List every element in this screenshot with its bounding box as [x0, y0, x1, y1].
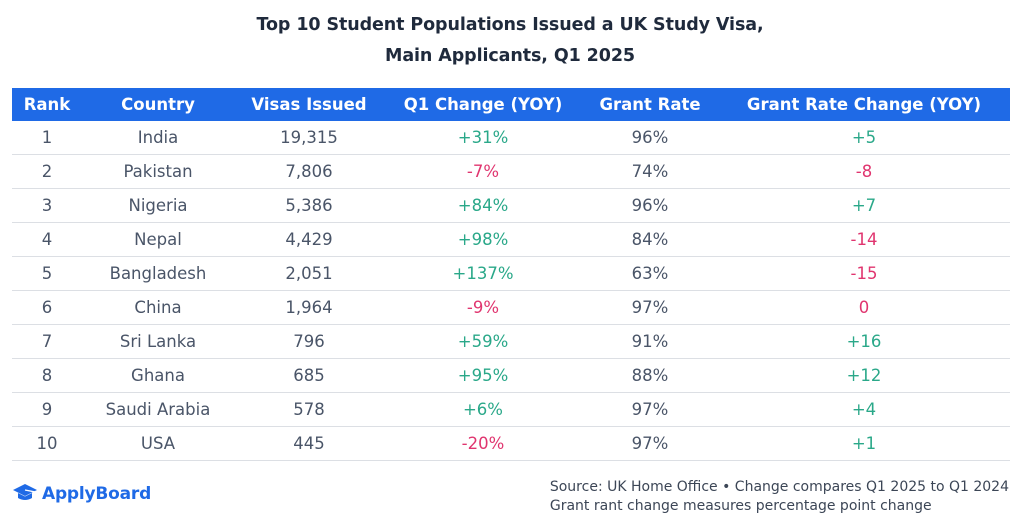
country-cell: Nepal — [82, 222, 234, 257]
visas-issued-cell: 5,386 — [234, 188, 384, 223]
q1-change-cell: +137% — [384, 256, 582, 291]
rank-cell: 8 — [12, 358, 82, 393]
q1-change-cell: -9% — [384, 290, 582, 325]
grant-rate-change-cell: +16 — [718, 324, 1010, 359]
country-cell: Pakistan — [82, 154, 234, 189]
chart-title-line-2: Main Applicants, Q1 2025 — [385, 46, 635, 66]
rank-cell: 1 — [12, 121, 82, 155]
source-line-1: Source: UK Home Office • Change compares… — [549, 479, 1009, 495]
grant-rate-cell: 74% — [582, 154, 718, 189]
table-row: 5 Bangladesh 2,051 +137% 63% -15 — [12, 256, 1010, 291]
grant-rate-cell: 88% — [582, 358, 718, 393]
grant-rate-cell: 84% — [582, 222, 718, 257]
visa-table: Rank Country Visas Issued Q1 Change (YOY… — [12, 88, 1010, 461]
table-row: 4 Nepal 4,429 +98% 84% -14 — [12, 222, 1010, 257]
grant-rate-cell: 96% — [582, 121, 718, 155]
grant-rate-cell: 96% — [582, 188, 718, 223]
grant-rate-cell: 91% — [582, 324, 718, 359]
q1-change-cell: +84% — [384, 188, 582, 223]
country-cell: Ghana — [82, 358, 234, 393]
country-cell: China — [82, 290, 234, 325]
visas-issued-cell: 7,806 — [234, 154, 384, 189]
q1-change-cell: +31% — [384, 121, 582, 155]
chart-title-line-1: Top 10 Student Populations Issued a UK S… — [256, 15, 764, 35]
visas-issued-cell: 685 — [234, 358, 384, 393]
q1-change-cell: +59% — [384, 324, 582, 359]
country-cell: Saudi Arabia — [82, 392, 234, 427]
visas-issued-cell: 796 — [234, 324, 384, 359]
header-country: Country — [82, 88, 234, 121]
visas-issued-cell: 578 — [234, 392, 384, 427]
rank-cell: 9 — [12, 392, 82, 427]
table-row: 7 Sri Lanka 796 +59% 91% +16 — [12, 324, 1010, 359]
grant-rate-change-cell: -15 — [718, 256, 1010, 291]
country-cell: India — [82, 121, 234, 155]
rank-cell: 3 — [12, 188, 82, 223]
table-row: 3 Nigeria 5,386 +84% 96% +7 — [12, 188, 1010, 223]
country-cell: USA — [82, 426, 234, 461]
q1-change-cell: +98% — [384, 222, 582, 257]
visas-issued-cell: 445 — [234, 426, 384, 461]
q1-change-cell: -7% — [384, 154, 582, 189]
grant-rate-cell: 63% — [582, 256, 718, 291]
table-row: 1 India 19,315 +31% 96% +5 — [12, 121, 1010, 155]
country-cell: Sri Lanka — [82, 324, 234, 359]
table-row: 6 China 1,964 -9% 97% 0 — [12, 290, 1010, 325]
q1-change-cell: +6% — [384, 392, 582, 427]
visas-issued-cell: 4,429 — [234, 222, 384, 257]
grant-rate-cell: 97% — [582, 426, 718, 461]
applyboard-logo: ApplyBoard — [12, 481, 151, 507]
header-visas-issued: Visas Issued — [234, 88, 384, 121]
grant-rate-change-cell: +5 — [718, 121, 1010, 155]
visas-issued-cell: 19,315 — [234, 121, 384, 155]
visas-issued-cell: 2,051 — [234, 256, 384, 291]
rank-cell: 6 — [12, 290, 82, 325]
rank-cell: 2 — [12, 154, 82, 189]
q1-change-cell: +95% — [384, 358, 582, 393]
country-cell: Nigeria — [82, 188, 234, 223]
header-grant-rate: Grant Rate — [582, 88, 718, 121]
visas-issued-cell: 1,964 — [234, 290, 384, 325]
header-rank: Rank — [12, 88, 82, 121]
table-row: 10 USA 445 -20% 97% +1 — [12, 426, 1010, 461]
logo-text: ApplyBoard — [42, 484, 152, 504]
grant-rate-change-cell: -14 — [718, 222, 1010, 257]
rank-cell: 5 — [12, 256, 82, 291]
table-header-row: Rank Country Visas Issued Q1 Change (YOY… — [12, 88, 1010, 121]
table-row: 9 Saudi Arabia 578 +6% 97% +4 — [12, 392, 1010, 427]
grant-rate-change-cell: +1 — [718, 426, 1010, 461]
grant-rate-change-cell: +7 — [718, 188, 1010, 223]
country-cell: Bangladesh — [82, 256, 234, 291]
rank-cell: 4 — [12, 222, 82, 257]
source-note: Source: UK Home Office • Change compares… — [550, 478, 1009, 516]
q1-change-cell: -20% — [384, 426, 582, 461]
grant-rate-change-cell: +12 — [718, 358, 1010, 393]
grant-rate-change-cell: 0 — [718, 290, 1010, 325]
grant-rate-cell: 97% — [582, 392, 718, 427]
grant-rate-change-cell: -8 — [718, 154, 1010, 189]
source-line-2: Grant rant change measures percentage po… — [549, 498, 932, 514]
grant-rate-change-cell: +4 — [718, 392, 1010, 427]
header-grant-rate-change: Grant Rate Change (YOY) — [718, 88, 1010, 121]
table-row: 8 Ghana 685 +95% 88% +12 — [12, 358, 1010, 393]
rank-cell: 7 — [12, 324, 82, 359]
header-q1-change: Q1 Change (YOY) — [384, 88, 582, 121]
graduation-cap-icon — [12, 481, 38, 507]
grant-rate-cell: 97% — [582, 290, 718, 325]
table-row: 2 Pakistan 7,806 -7% 74% -8 — [12, 154, 1010, 189]
rank-cell: 10 — [12, 426, 82, 461]
